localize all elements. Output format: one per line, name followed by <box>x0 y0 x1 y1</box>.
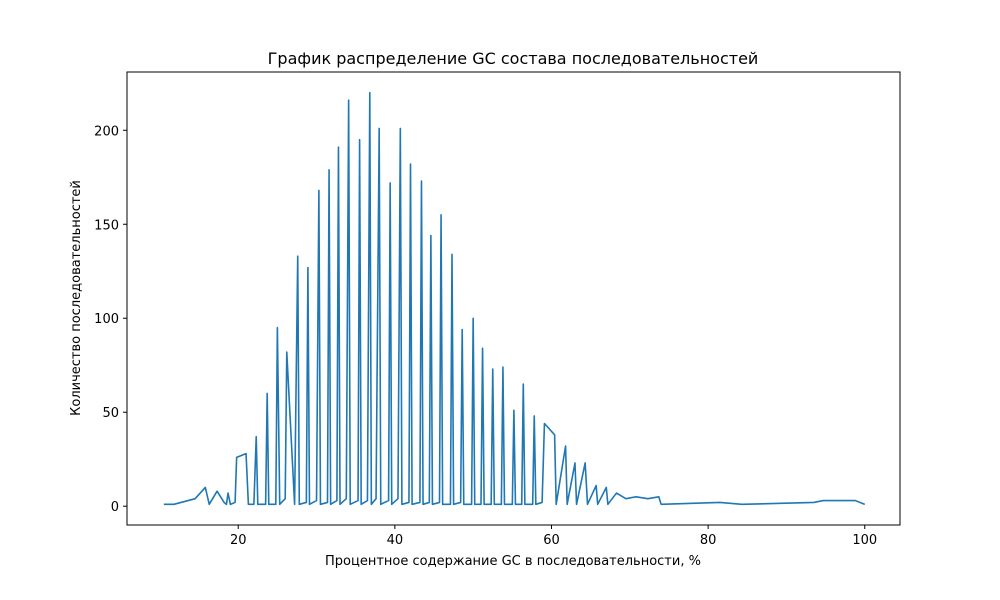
y-axis-label: Количество последовательностей <box>69 180 84 416</box>
y-tick-label: 100 <box>94 312 119 327</box>
y-tick-label: 0 <box>111 500 119 515</box>
y-tick-label: 50 <box>102 406 119 421</box>
axes-frame <box>126 71 901 526</box>
x-tick-label: 60 <box>543 533 560 548</box>
x-tick-label: 20 <box>230 533 247 548</box>
y-tick-label: 200 <box>94 124 119 139</box>
y-tick-label: 150 <box>94 218 119 233</box>
x-axis-label: Процентное содержание GC в последователь… <box>325 554 701 569</box>
x-tick-label: 40 <box>387 533 404 548</box>
data-line <box>163 91 866 506</box>
x-tick-label: 80 <box>700 533 717 548</box>
x-tick-label: 100 <box>852 533 877 548</box>
chart-title: График распределение GC состава последов… <box>268 49 759 68</box>
